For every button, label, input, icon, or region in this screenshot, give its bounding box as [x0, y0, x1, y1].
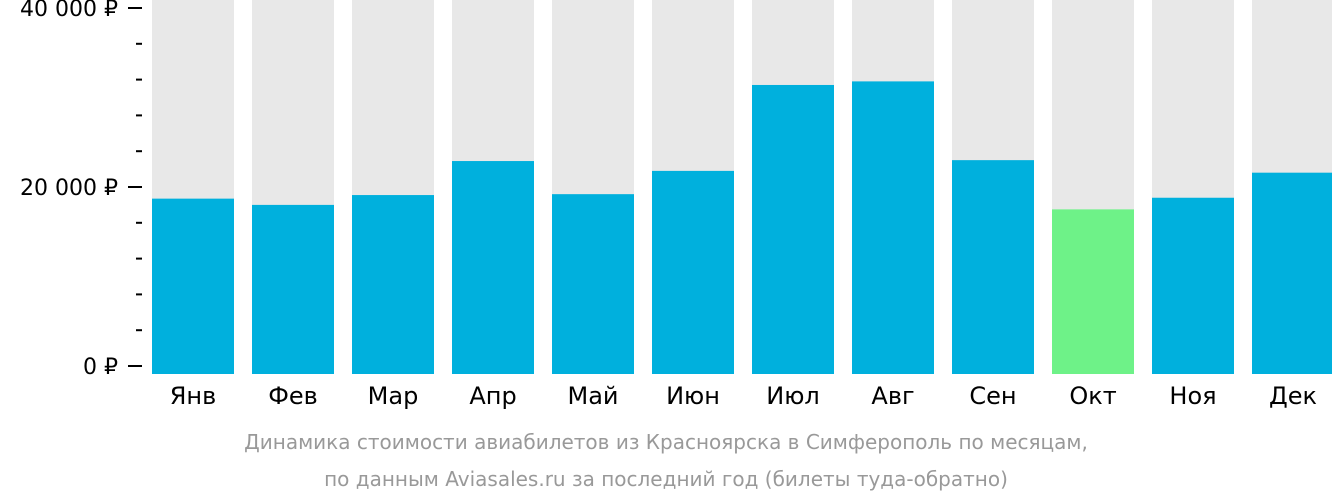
- x-tick-label-7: Июл: [766, 382, 820, 410]
- x-axis: Янв Фев Мар Апр Май Июн Июл Авг Сен Окт Ноя Дек: [170, 382, 1317, 410]
- chart-caption-line-2: по данным Aviasales.ru за последний год …: [324, 467, 1008, 491]
- x-tick-label-4: Апр: [469, 382, 516, 410]
- x-tick-label-11: Ноя: [1169, 382, 1216, 410]
- bar-7: [752, 84, 834, 374]
- bar-11: [1152, 197, 1234, 374]
- x-tick-label-5: Май: [567, 382, 618, 410]
- price-bars: [152, 81, 1332, 374]
- y-tick-label: 40 000 ₽: [20, 0, 118, 22]
- bar-4: [452, 161, 534, 374]
- x-tick-label-6: Июн: [666, 382, 720, 410]
- chart-caption-line-1: Динамика стоимости авиабилетов из Красно…: [244, 430, 1088, 454]
- y-tick-label: 20 000 ₽: [20, 176, 118, 201]
- x-tick-label-2: Фев: [268, 382, 318, 410]
- x-tick-label-1: Янв: [170, 382, 217, 410]
- bar-12: [1252, 172, 1332, 374]
- bar-6: [652, 170, 734, 374]
- x-tick-label-9: Сен: [969, 382, 1016, 410]
- bar-5: [552, 194, 634, 374]
- y-tick-label: 0 ₽: [83, 355, 118, 380]
- y-axis: 0 ₽ 20 000 ₽ 40 000 ₽: [20, 0, 142, 380]
- price-bar-chart: 0 ₽ 20 000 ₽ 40 000 ₽ Янв Фев Мар Апр Май Июн Ию…: [20, 0, 1332, 410]
- x-tick-label-12: Дек: [1269, 382, 1317, 410]
- x-tick-label-8: Авг: [871, 382, 914, 410]
- bar-1: [152, 198, 234, 374]
- x-tick-label-10: Окт: [1069, 382, 1116, 410]
- bar-10: [1052, 209, 1134, 374]
- bar-2: [252, 204, 334, 374]
- bar-3: [352, 195, 434, 374]
- x-tick-label-3: Мар: [368, 382, 419, 410]
- bar-8: [852, 81, 934, 374]
- bar-9: [952, 160, 1034, 374]
